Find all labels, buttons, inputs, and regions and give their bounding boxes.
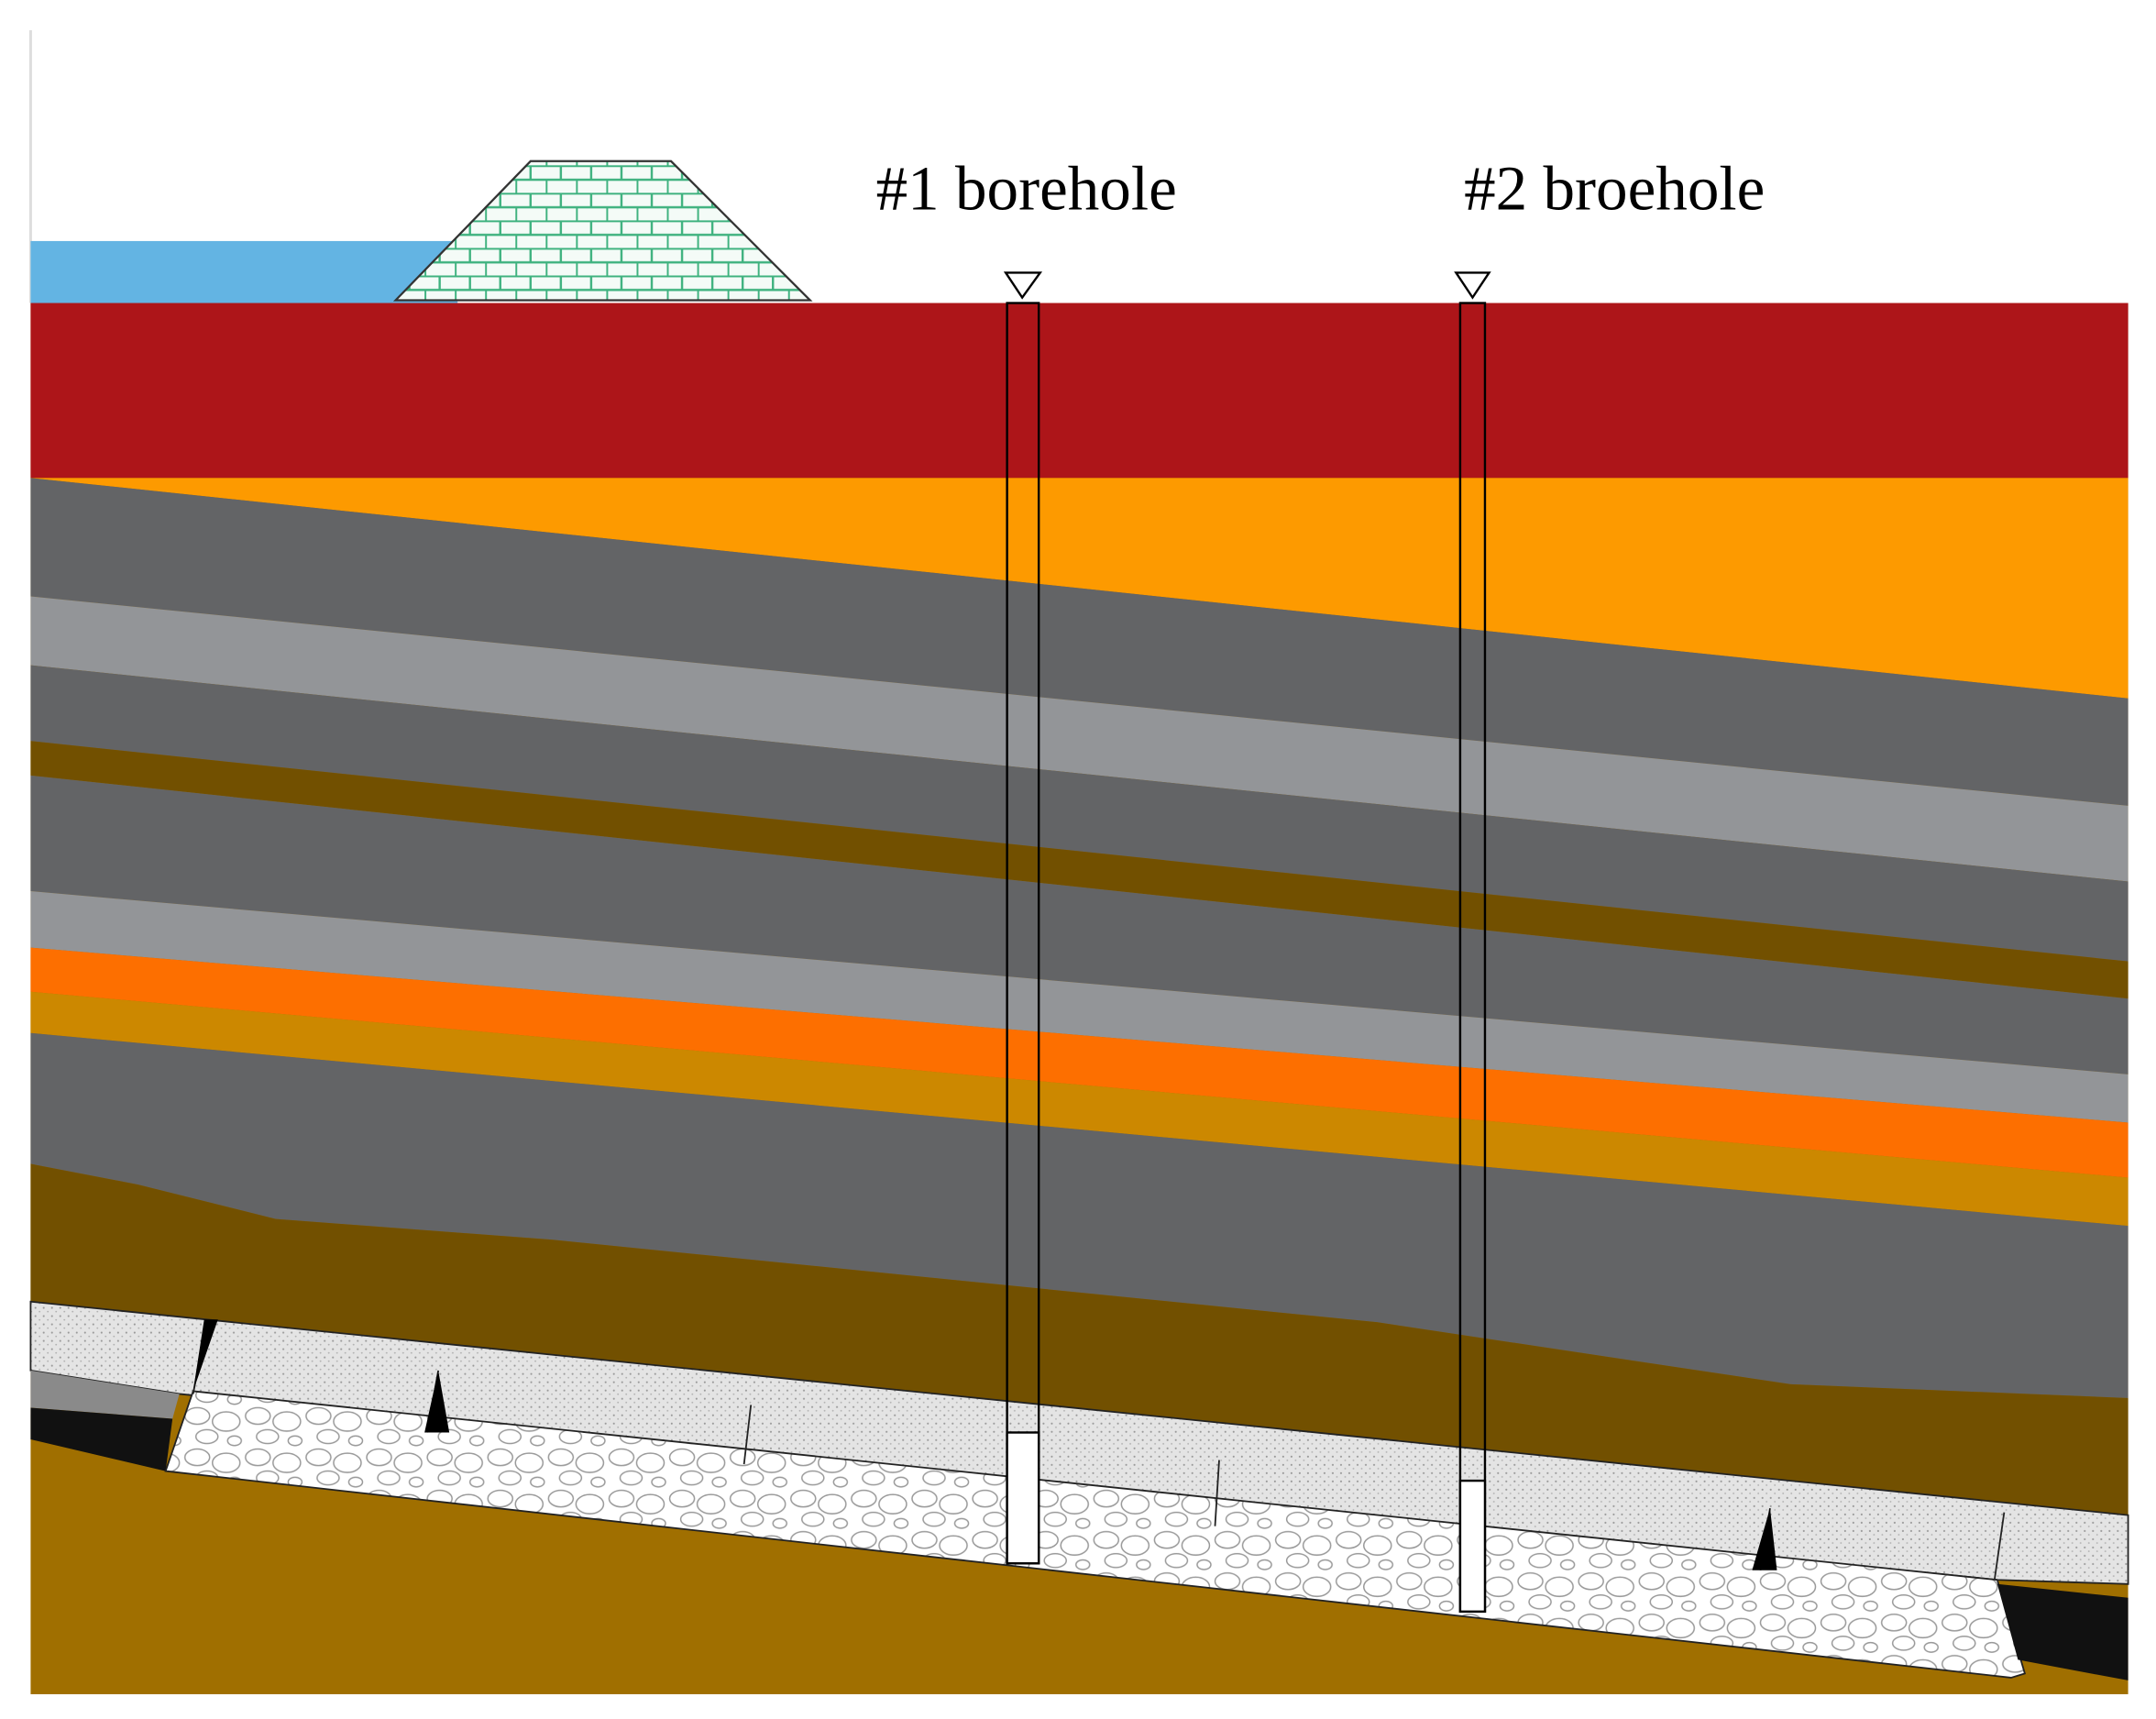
water [30, 240, 458, 303]
wedge [1752, 1508, 1777, 1570]
cobble-layer [164, 1390, 2027, 1679]
amber-layer [30, 991, 2128, 1227]
black-layer [30, 1407, 173, 1471]
gray-layer [30, 1032, 2128, 1398]
brown-layer [30, 1163, 2128, 1515]
gray-layer [30, 478, 2128, 806]
borehole-2 [1454, 271, 1491, 1614]
light-gray-layer [30, 891, 2128, 1123]
wedge [192, 1319, 218, 1392]
borehole-1 [1003, 271, 1043, 1565]
borehole-label: #1 borehole [876, 152, 1177, 223]
borehole-label: #2 broehole [1464, 152, 1765, 223]
thin-layer [30, 1370, 180, 1419]
brown-layer [30, 741, 2128, 999]
dam [392, 160, 813, 302]
gray-layer [30, 665, 2128, 962]
wedge [424, 1370, 450, 1433]
black-layer [1996, 1583, 2128, 1680]
orange-layer [30, 947, 2128, 1178]
red-layer [30, 303, 2128, 479]
gray-layer [30, 775, 2128, 1074]
light-gray-layer [30, 596, 2128, 882]
